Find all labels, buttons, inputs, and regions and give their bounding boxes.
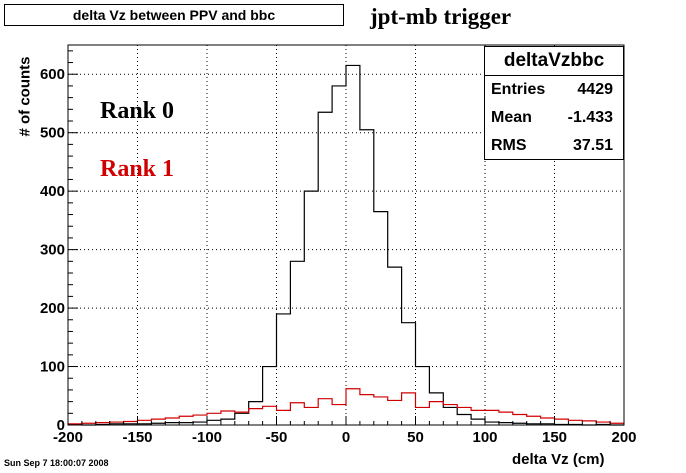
series-line-rank-0	[68, 64, 624, 426]
x-tick-label: 100	[472, 429, 497, 446]
y-tick-label: 100	[40, 359, 65, 376]
stats-box: deltaVzbbc Entries 4429 Mean -1.433 RMS …	[484, 46, 624, 160]
histogram-series	[68, 64, 624, 426]
datestamp: Sun Sep 7 18:00:07 2008	[4, 458, 109, 468]
stats-label: Mean	[491, 109, 532, 126]
x-axis-label: delta Vz (cm)	[512, 451, 605, 468]
stats-value: -1.433	[567, 109, 613, 126]
stats-label: RMS	[491, 137, 527, 154]
y-tick-label: 400	[40, 183, 65, 200]
stats-row-mean: Mean -1.433	[485, 104, 623, 132]
stats-label: Entries	[491, 81, 546, 98]
y-tick-label: 200	[40, 300, 65, 317]
series-line-rank-1	[68, 388, 624, 425]
x-tick-label: -150	[122, 429, 152, 446]
stats-value: 4429	[577, 81, 613, 98]
x-tick-label: -50	[266, 429, 288, 446]
x-tick-label: 0	[342, 429, 350, 446]
y-tick-label: 600	[40, 66, 65, 83]
axis-ticks: -200 -150 -100 -50 0 50 100 150 200 0 100 200 300 400…	[40, 50, 637, 446]
stats-row-entries: Entries 4429	[485, 76, 623, 104]
legend-rank0: Rank 0	[100, 98, 175, 124]
x-tick-label: 150	[542, 429, 567, 446]
x-tick-label: -100	[192, 429, 222, 446]
stats-value: 37.51	[572, 137, 613, 154]
x-tick-label: -200	[53, 429, 83, 446]
stats-box-name: deltaVzbbc	[485, 47, 623, 76]
y-tick-label: 0	[57, 417, 65, 434]
y-tick-label: 300	[40, 242, 65, 259]
legend-rank1: Rank 1	[100, 156, 175, 182]
stats-row-rms: RMS 37.51	[485, 132, 623, 160]
x-tick-label: 200	[611, 429, 636, 446]
y-axis-label: # of counts	[16, 56, 34, 137]
chart-subtitle: jpt-mb trigger	[370, 4, 512, 29]
chart-title: delta Vz between PPV and bbc	[4, 4, 344, 26]
x-tick-label: 50	[407, 429, 424, 446]
y-tick-label: 500	[40, 125, 65, 142]
